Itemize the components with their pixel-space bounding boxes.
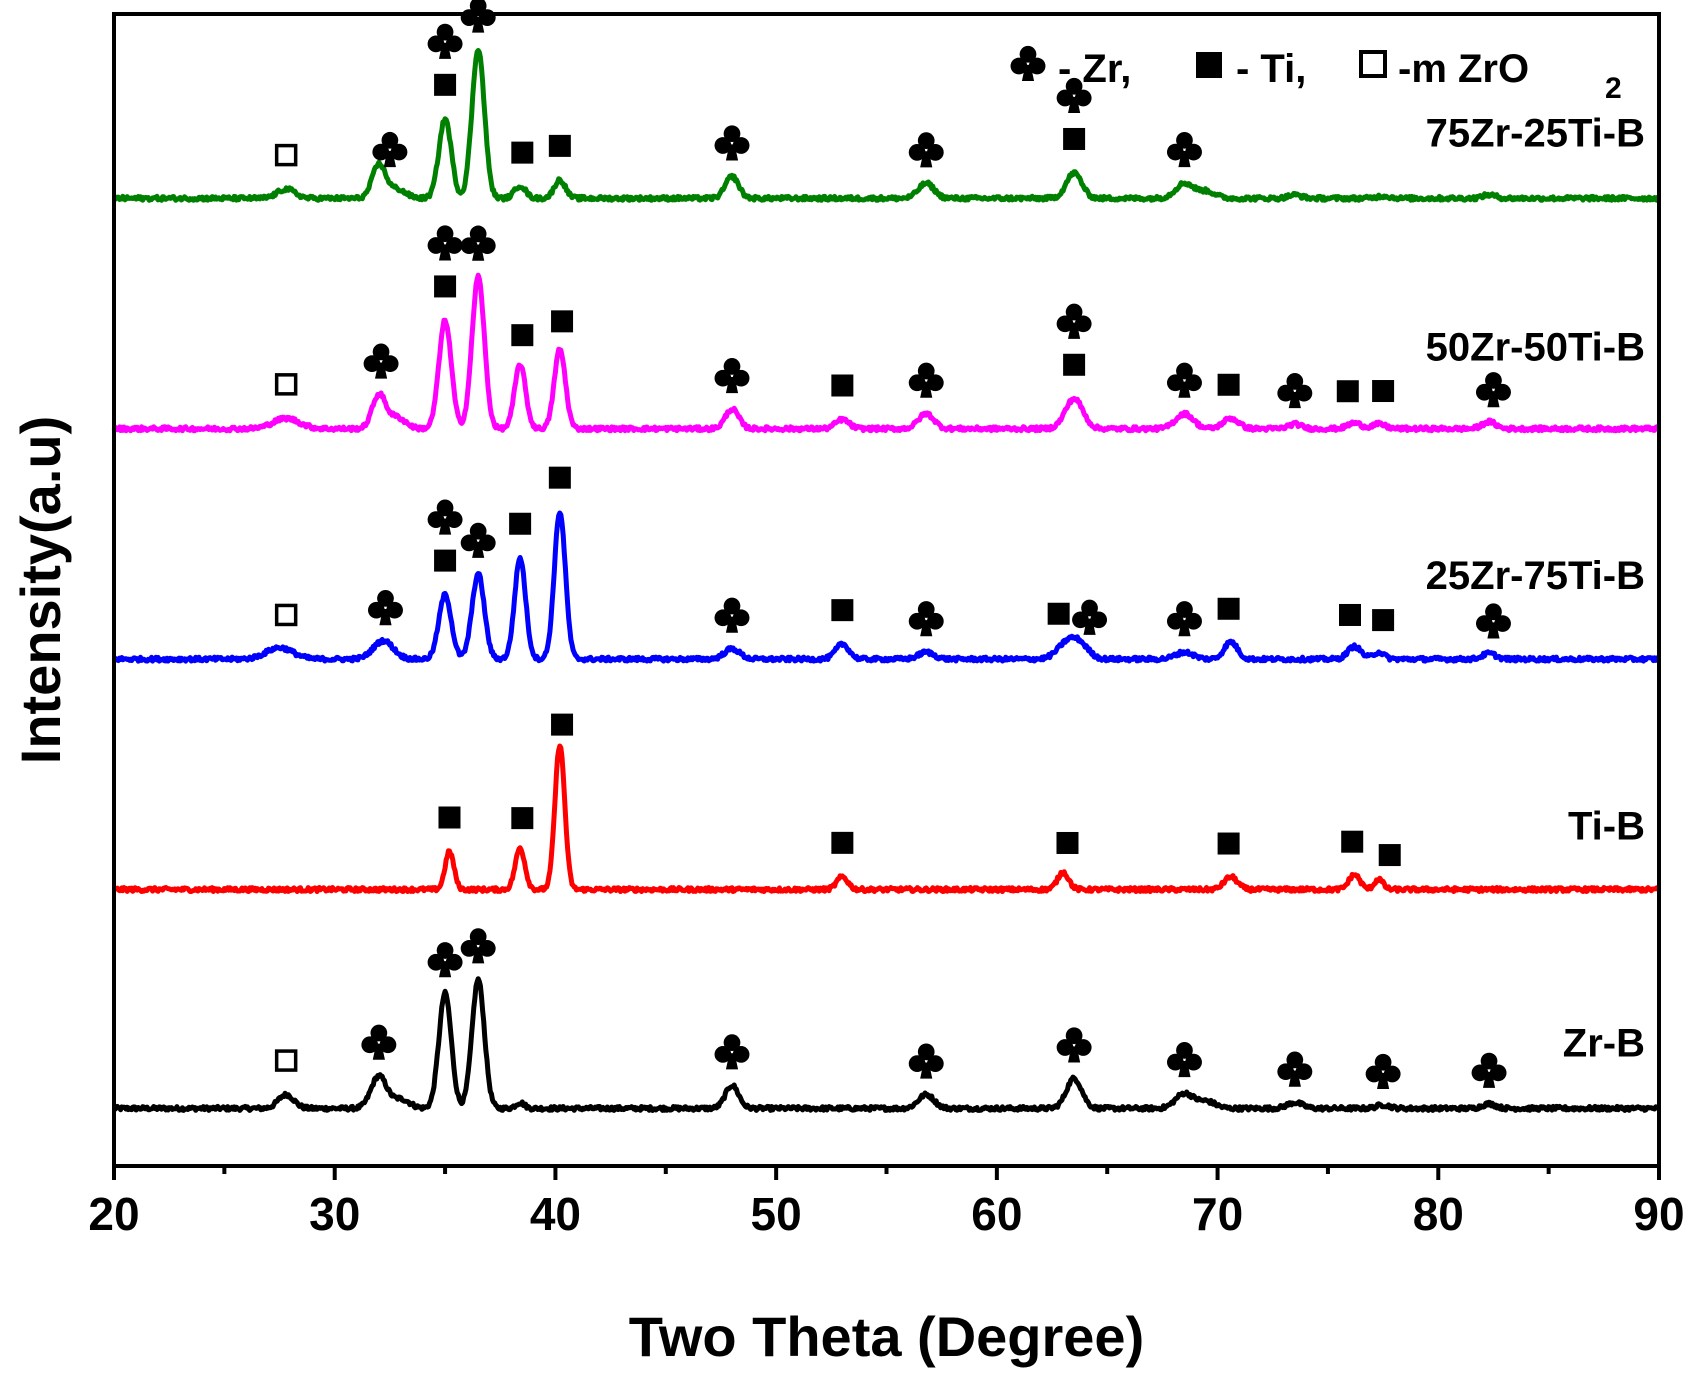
- series-line-25Zr-75Ti-B: [112, 510, 1662, 664]
- marker-Zr-B-club-3: [460, 928, 496, 964]
- marker-25Zr-75Ti-B-club-12: [1166, 601, 1202, 637]
- series-label-75Zr-25Ti-B: 75Zr-25Ti-B: [1426, 111, 1645, 155]
- marker-50Zr-50Ti-B-club-1: [363, 343, 399, 379]
- marker-25Zr-75Ti-B-filled-square-14: [1339, 603, 1361, 626]
- marker-25Zr-75Ti-B-club-1: [367, 590, 403, 626]
- marker-50Zr-50Ti-B-club-11: [1056, 303, 1092, 339]
- marker-25Zr-75Ti-B-open-square-0: [274, 603, 298, 627]
- series-label-25Zr-75Ti-B: 25Zr-75Ti-B: [1426, 554, 1645, 598]
- marker-50Zr-50Ti-B-filled-square-13: [1217, 373, 1240, 396]
- marker-50Zr-50Ti-B-filled-square-2: [434, 275, 457, 298]
- marker-25Zr-75Ti-B-filled-square-2: [434, 549, 457, 572]
- marker-25Zr-75Ti-B-filled-square-15: [1372, 609, 1395, 632]
- marker-25Zr-75Ti-B-club-3: [427, 499, 463, 535]
- marker-Zr-B-club-8: [1277, 1051, 1313, 1087]
- marker-Ti-B-filled-square-4: [1056, 831, 1079, 854]
- marker-75Zr-25Ti-B-filled-square-9: [1063, 127, 1086, 150]
- x-tick-label-20: 20: [88, 1188, 139, 1240]
- legend-open-square-icon: [1359, 50, 1387, 78]
- legend-label-zr: - Zr,: [1058, 47, 1131, 91]
- marker-75Zr-25Ti-B-club-7: [714, 125, 750, 161]
- marker-Ti-B-filled-square-7: [1378, 844, 1401, 867]
- marker-25Zr-75Ti-B-filled-square-5: [509, 512, 532, 535]
- x-tick-label-30: 30: [309, 1188, 360, 1240]
- legend-club-icon: [1010, 45, 1046, 82]
- x-tick-label-40: 40: [530, 1188, 581, 1240]
- marker-75Zr-25Ti-B-filled-square-2: [434, 73, 457, 96]
- marker-Zr-B-club-2: [427, 942, 463, 978]
- marker-Ti-B-filled-square-6: [1341, 830, 1364, 853]
- marker-75Zr-25Ti-B-filled-square-5: [511, 141, 534, 164]
- x-tick-label-60: 60: [971, 1188, 1022, 1240]
- x-tick-label-50: 50: [751, 1188, 802, 1240]
- series-Zr-B: [112, 976, 1661, 1113]
- marker-50Zr-50Ti-B-open-square-0: [274, 373, 298, 396]
- marker-Zr-B-club-7: [1166, 1042, 1202, 1078]
- series-75Zr-25Ti-B: [112, 48, 1662, 203]
- legend: - Zr, - Ti, -m ZrO 2: [1010, 45, 1622, 105]
- marker-50Zr-50Ti-B-club-14: [1277, 373, 1313, 409]
- marker-25Zr-75Ti-B-filled-square-8: [831, 599, 854, 622]
- marker-75Zr-25Ti-B-club-8: [908, 132, 944, 168]
- series-label-Ti-B: Ti-B: [1568, 805, 1645, 849]
- legend-label-ti: - Ti,: [1236, 47, 1306, 91]
- marker-75Zr-25Ti-B-open-square-0: [274, 143, 298, 167]
- marker-75Zr-25Ti-B-club-4: [460, 0, 496, 33]
- marker-50Zr-50Ti-B-club-9: [908, 362, 944, 398]
- marker-Zr-B-club-6: [1056, 1027, 1092, 1063]
- marker-Zr-B-club-1: [361, 1024, 397, 1060]
- marker-25Zr-75Ti-B-club-7: [714, 597, 750, 633]
- marker-Zr-B-club-4: [714, 1034, 750, 1070]
- marker-Ti-B-filled-square-2: [551, 713, 574, 736]
- marker-50Zr-50Ti-B-filled-square-16: [1372, 380, 1395, 403]
- marker-Ti-B-filled-square-3: [831, 831, 854, 854]
- series-50Zr-50Ti-B: [111, 272, 1661, 434]
- x-tick-label-90: 90: [1633, 1188, 1684, 1240]
- marker-50Zr-50Ti-B-filled-square-5: [511, 324, 534, 347]
- marker-50Zr-50Ti-B-club-4: [460, 225, 496, 261]
- marker-50Zr-50Ti-B-filled-square-6: [551, 310, 574, 333]
- marker-Ti-B-filled-square-0: [438, 806, 461, 829]
- y-axis-title: Intensity(a.u): [9, 416, 72, 764]
- marker-25Zr-75Ti-B-filled-square-6: [548, 466, 571, 489]
- marker-50Zr-50Ti-B-club-17: [1475, 372, 1511, 408]
- series-label-50Zr-50Ti-B: 50Zr-50Ti-B: [1426, 326, 1645, 370]
- series-25Zr-75Ti-B: [112, 510, 1662, 664]
- marker-Zr-B-club-9: [1365, 1053, 1401, 1089]
- marker-Zr-B-open-square-0: [274, 1049, 298, 1072]
- marker-25Zr-75Ti-B-club-9: [908, 601, 944, 637]
- legend-label-zro2-subscript: 2: [1605, 72, 1622, 105]
- series-Ti-B: [111, 743, 1661, 894]
- marker-75Zr-25Ti-B-club-11: [1166, 131, 1202, 168]
- legend-filled-square-icon: [1196, 52, 1222, 78]
- series-line-Zr-B: [112, 976, 1661, 1113]
- marker-Zr-B-club-10: [1471, 1052, 1507, 1088]
- marker-75Zr-25Ti-B-filled-square-6: [548, 134, 571, 157]
- marker-Ti-B-filled-square-5: [1217, 832, 1240, 855]
- x-tick-label-80: 80: [1413, 1188, 1464, 1240]
- marker-75Zr-25Ti-B-club-3: [427, 23, 463, 59]
- marker-25Zr-75Ti-B-filled-square-13: [1217, 597, 1240, 620]
- x-tick-label-70: 70: [1192, 1188, 1243, 1240]
- marker-25Zr-75Ti-B-club-4: [460, 522, 496, 558]
- marker-25Zr-75Ti-B-club-16: [1475, 603, 1511, 639]
- marker-Zr-B-club-5: [908, 1043, 944, 1079]
- marker-Ti-B-filled-square-1: [511, 807, 534, 830]
- marker-25Zr-75Ti-B-filled-square-10: [1047, 602, 1070, 625]
- marker-50Zr-50Ti-B-filled-square-15: [1336, 380, 1359, 403]
- series-line-50Zr-50Ti-B: [111, 272, 1661, 434]
- series-line-75Zr-25Ti-B: [112, 48, 1662, 203]
- marker-25Zr-75Ti-B-club-11: [1072, 599, 1108, 635]
- marker-50Zr-50Ti-B-filled-square-8: [831, 374, 854, 397]
- x-axis-title: Two Theta (Degree): [629, 1305, 1144, 1368]
- marker-50Zr-50Ti-B-club-7: [714, 358, 750, 394]
- series-label-Zr-B: Zr-B: [1563, 1021, 1645, 1065]
- marker-50Zr-50Ti-B-filled-square-10: [1063, 353, 1086, 376]
- legend-label-zro2: -m ZrO: [1398, 47, 1529, 91]
- marker-50Zr-50Ti-B-club-3: [427, 225, 463, 261]
- series-line-Ti-B: [111, 743, 1661, 894]
- marker-50Zr-50Ti-B-club-12: [1166, 362, 1202, 398]
